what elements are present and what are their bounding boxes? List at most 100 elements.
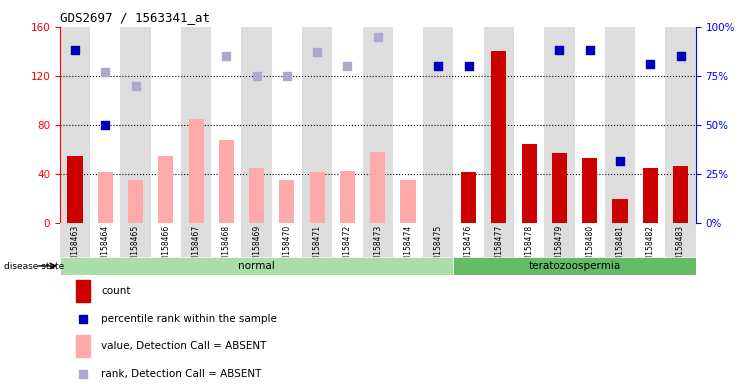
Bar — [181, 223, 211, 269]
Bar — [159, 156, 174, 223]
Text: GSM158474: GSM158474 — [403, 225, 412, 271]
Text: value, Detection Call = ABSENT: value, Detection Call = ABSENT — [101, 341, 266, 351]
Bar — [484, 27, 514, 223]
Point — [311, 50, 323, 56]
Bar — [181, 27, 211, 223]
Bar — [605, 223, 635, 269]
Text: GSM158477: GSM158477 — [494, 225, 503, 271]
Point — [523, 0, 535, 4]
Point — [372, 34, 384, 40]
Text: GSM158478: GSM158478 — [524, 225, 533, 271]
Bar — [332, 223, 363, 269]
Text: normal: normal — [239, 261, 275, 271]
Text: GSM158470: GSM158470 — [283, 225, 292, 271]
Bar — [76, 280, 90, 302]
Text: teratozoospermia: teratozoospermia — [528, 261, 621, 271]
Bar — [332, 27, 363, 223]
Text: GSM158466: GSM158466 — [162, 225, 171, 271]
Text: disease state: disease state — [4, 262, 64, 271]
Bar — [461, 172, 476, 223]
Text: GSM158471: GSM158471 — [313, 225, 322, 271]
Text: GSM158467: GSM158467 — [191, 225, 200, 271]
Point — [583, 47, 595, 53]
Bar — [453, 27, 484, 223]
Bar — [393, 223, 423, 269]
Point — [99, 122, 111, 128]
Text: GSM158483: GSM158483 — [676, 225, 685, 271]
Bar — [242, 27, 272, 223]
Point — [190, 10, 202, 16]
Bar — [120, 223, 150, 269]
Bar — [582, 158, 597, 223]
Text: GSM158472: GSM158472 — [343, 225, 352, 271]
Bar — [279, 180, 295, 223]
Text: GSM158464: GSM158464 — [101, 225, 110, 271]
Bar — [218, 140, 234, 223]
Bar — [635, 27, 666, 223]
Bar — [90, 27, 120, 223]
Bar — [521, 144, 536, 223]
Bar — [272, 223, 302, 269]
Point — [251, 73, 263, 79]
Point — [614, 157, 626, 164]
Text: GSM158475: GSM158475 — [434, 225, 443, 271]
Bar — [76, 335, 90, 357]
Bar — [249, 168, 264, 223]
Bar — [188, 119, 203, 223]
Bar — [453, 223, 484, 269]
Bar — [363, 27, 393, 223]
Bar — [60, 257, 453, 275]
Text: GSM158469: GSM158469 — [252, 225, 261, 271]
Text: GSM158480: GSM158480 — [585, 225, 594, 271]
Point — [281, 73, 293, 79]
Bar — [545, 27, 574, 223]
Bar — [423, 27, 453, 223]
Text: GSM158465: GSM158465 — [131, 225, 140, 271]
Bar — [272, 27, 302, 223]
Bar — [150, 223, 181, 269]
Text: GDS2697 / 1563341_at: GDS2697 / 1563341_at — [60, 11, 210, 24]
Bar — [613, 199, 628, 223]
Bar — [484, 223, 514, 269]
Point — [99, 69, 111, 75]
Bar — [242, 223, 272, 269]
Bar — [302, 27, 332, 223]
Bar — [90, 223, 120, 269]
Text: percentile rank within the sample: percentile rank within the sample — [101, 314, 277, 324]
Point — [69, 47, 81, 53]
Bar — [98, 172, 113, 223]
Bar — [643, 168, 657, 223]
Bar — [574, 223, 605, 269]
Bar — [545, 223, 574, 269]
Bar — [552, 154, 567, 223]
Point — [554, 47, 565, 53]
Bar — [666, 27, 696, 223]
Bar — [370, 152, 385, 223]
Text: rank, Detection Call = ABSENT: rank, Detection Call = ABSENT — [101, 369, 262, 379]
Bar — [673, 166, 688, 223]
Point — [580, 273, 592, 279]
Bar — [211, 27, 242, 223]
Bar — [574, 27, 605, 223]
Bar — [491, 51, 506, 223]
Bar — [514, 27, 545, 223]
Point — [675, 53, 687, 60]
Bar — [302, 223, 332, 269]
Text: GSM158463: GSM158463 — [70, 225, 79, 271]
Point — [221, 53, 233, 60]
Bar — [400, 180, 416, 223]
Point — [644, 61, 656, 67]
Text: GSM158481: GSM158481 — [616, 225, 625, 271]
Bar — [393, 27, 423, 223]
Text: GSM158473: GSM158473 — [373, 225, 382, 271]
Bar — [67, 156, 82, 223]
Bar — [120, 27, 150, 223]
Bar — [150, 27, 181, 223]
Text: GSM158468: GSM158468 — [222, 225, 231, 271]
Bar — [340, 170, 355, 223]
Point — [432, 63, 444, 69]
Bar — [310, 172, 325, 223]
Bar — [453, 257, 696, 275]
Text: GSM158482: GSM158482 — [646, 225, 654, 271]
Point — [342, 63, 354, 69]
